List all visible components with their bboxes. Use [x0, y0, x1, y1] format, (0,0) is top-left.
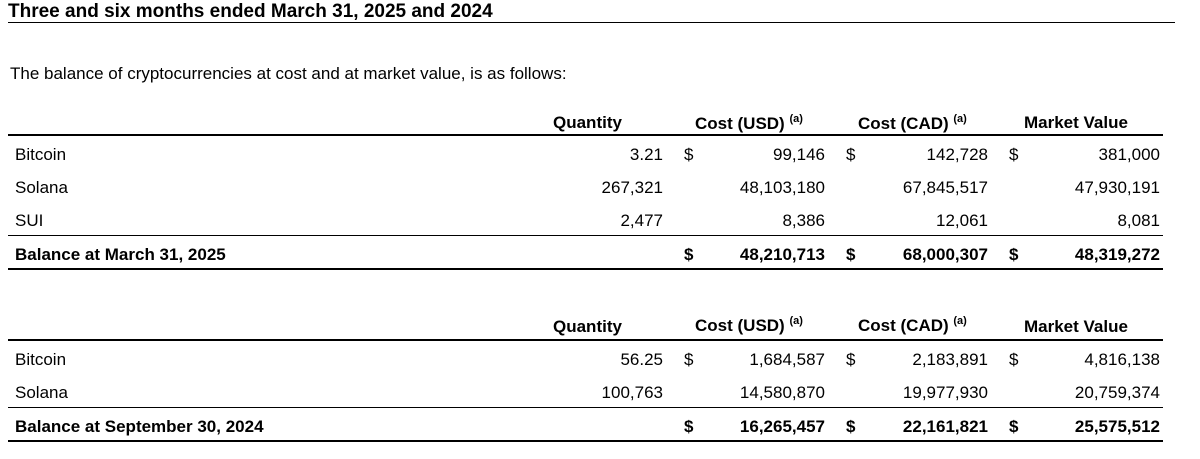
footnote-marker: (a)	[953, 315, 967, 327]
asset-name: Solana	[15, 383, 68, 402]
currency-symbol: $	[1009, 417, 1019, 436]
total-market-value: 48,319,272	[1074, 245, 1160, 264]
cost-cad-value: 142,728	[926, 145, 988, 164]
column-header-quantity: Quantity	[553, 113, 622, 132]
market-value: 47,930,191	[1074, 178, 1160, 197]
currency-symbol: $	[846, 350, 856, 369]
asset-name: Bitcoin	[15, 350, 67, 369]
cost-usd-value: 48,103,180	[739, 178, 825, 197]
cost-usd-value: 1,684,587	[749, 350, 825, 369]
cost-cad-value: 67,845,517	[902, 178, 988, 197]
column-header-cost-usd: Cost (USD) (a)	[695, 113, 803, 133]
total-row: Balance at March 31, 2025 $ 48,210,713 $…	[8, 245, 1163, 269]
currency-symbol: $	[1009, 145, 1019, 164]
cost-usd-value: 99,146	[773, 145, 825, 164]
footnote-marker: (a)	[789, 113, 803, 125]
section-heading: Three and six months ended March 31, 202…	[8, 1, 493, 22]
currency-symbol: $	[684, 145, 694, 164]
cost-usd-value: 14,580,870	[739, 383, 825, 402]
header-rule	[8, 339, 1163, 341]
asset-name: Solana	[15, 178, 68, 197]
currency-symbol: $	[1009, 350, 1019, 369]
total-cost-usd: 48,210,713	[739, 245, 825, 264]
column-header-cost-usd: Cost (USD) (a)	[695, 315, 803, 335]
column-header-market-value: Market Value	[1024, 317, 1128, 336]
column-header-cost-cad: Cost (CAD) (a)	[858, 113, 967, 133]
footnote-marker: (a)	[789, 315, 803, 327]
currency-symbol: $	[846, 145, 856, 164]
cost-usd-value: 8,386	[782, 211, 825, 230]
table-row: Bitcoin 56.25 $ 1,684,587 $ 2,183,891 $ …	[8, 350, 1163, 374]
currency-symbol: $	[846, 245, 856, 264]
currency-symbol: $	[684, 245, 694, 264]
footnote-marker: (a)	[953, 113, 967, 125]
market-value: 20,759,374	[1074, 383, 1160, 402]
header-rule	[8, 134, 1163, 136]
asset-name: Bitcoin	[15, 145, 67, 164]
heading-underline	[8, 22, 1175, 23]
quantity-value: 2,477	[620, 211, 663, 230]
column-header-cost-cad: Cost (CAD) (a)	[858, 315, 967, 335]
table-row: Solana 267,321 48,103,180 67,845,517 47,…	[8, 178, 1163, 202]
intro-text: The balance of cryptocurrencies at cost …	[10, 64, 567, 83]
table-row: SUI 2,477 8,386 12,061 8,081	[8, 211, 1163, 235]
total-label: Balance at September 30, 2024	[15, 417, 264, 436]
quantity-value: 3.21	[629, 145, 663, 164]
total-bottom-rule	[8, 268, 1163, 270]
total-cost-cad: 68,000,307	[902, 245, 988, 264]
total-market-value: 25,575,512	[1074, 417, 1160, 436]
currency-symbol: $	[1009, 245, 1019, 264]
total-label: Balance at March 31, 2025	[15, 245, 226, 264]
market-value: 4,816,138	[1084, 350, 1160, 369]
total-cost-cad: 22,161,821	[902, 417, 988, 436]
table-row: Solana 100,763 14,580,870 19,977,930 20,…	[8, 383, 1163, 407]
currency-symbol: $	[846, 417, 856, 436]
total-top-rule	[8, 235, 1163, 236]
column-header-market-value: Market Value	[1024, 113, 1128, 132]
column-header-quantity: Quantity	[553, 317, 622, 336]
total-row: Balance at September 30, 2024 $ 16,265,4…	[8, 417, 1163, 441]
quantity-value: 100,763	[601, 383, 663, 402]
market-value: 381,000	[1098, 145, 1160, 164]
currency-symbol: $	[684, 417, 694, 436]
quantity-value: 56.25	[620, 350, 663, 369]
total-bottom-rule	[8, 440, 1163, 442]
asset-name: SUI	[15, 211, 44, 230]
currency-symbol: $	[684, 350, 694, 369]
cost-cad-value: 19,977,930	[902, 383, 988, 402]
quantity-value: 267,321	[601, 178, 663, 197]
cost-cad-value: 2,183,891	[912, 350, 988, 369]
cost-cad-value: 12,061	[936, 211, 988, 230]
total-cost-usd: 16,265,457	[739, 417, 825, 436]
market-value: 8,081	[1117, 211, 1160, 230]
table-row: Bitcoin 3.21 $ 99,146 $ 142,728 $ 381,00…	[8, 145, 1163, 169]
total-top-rule	[8, 407, 1163, 408]
